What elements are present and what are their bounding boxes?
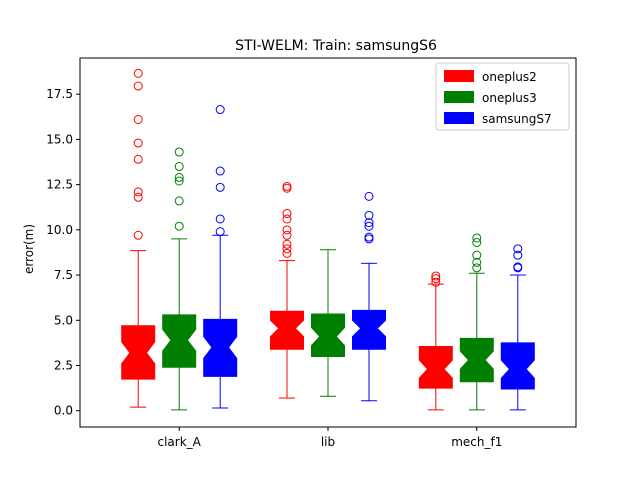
- outlier-point: [174, 221, 184, 231]
- outlier-point: [174, 162, 184, 172]
- outlier-point: [133, 68, 143, 78]
- outlier-point: [282, 248, 292, 258]
- x-tick-label: lib: [321, 435, 335, 449]
- outlier-point: [431, 274, 441, 284]
- legend-label-oneplus3: oneplus3: [482, 91, 537, 105]
- outlier-point: [215, 227, 225, 237]
- outlier-point: [174, 176, 184, 186]
- outlier-point: [364, 232, 374, 242]
- outlier-point: [215, 182, 225, 192]
- y-tick-label: 5.0: [54, 313, 73, 327]
- outlier-point: [133, 192, 143, 202]
- y-tick-label: 17.5: [46, 87, 73, 101]
- outlier-point: [282, 225, 292, 235]
- legend-swatch-oneplus3: [444, 91, 474, 103]
- outlier-point: [133, 138, 143, 148]
- box-oneplus2-mech_f1: [418, 346, 453, 389]
- legend-label-samsungS7: samsungS7: [482, 112, 552, 126]
- y-tick-label: 12.5: [46, 178, 73, 192]
- chart-title: STI-WELM: Train: samsungS6: [235, 38, 437, 54]
- y-tick-label: 15.0: [46, 132, 73, 146]
- outlier-point: [133, 115, 143, 124]
- outlier-point: [472, 233, 482, 243]
- y-tick-label: 0.0: [54, 404, 73, 418]
- plot-area: [121, 68, 535, 411]
- outlier-point: [133, 81, 143, 91]
- outlier-point: [513, 262, 523, 272]
- outlier-point: [472, 257, 482, 267]
- y-tick-label: 10.0: [46, 223, 73, 237]
- legend: oneplus2 oneplus3 samsungS7: [435, 62, 570, 131]
- y-tick-label: 7.5: [54, 268, 73, 282]
- outlier-point: [282, 230, 292, 240]
- box-oneplus2-lib: [270, 310, 304, 350]
- outlier-point: [472, 263, 482, 273]
- y-tick-label: 2.5: [54, 359, 73, 373]
- legend-swatch-samsungS7: [444, 112, 474, 124]
- plot-frame: [79, 57, 577, 428]
- outlier-point: [431, 271, 441, 281]
- outlier-point: [215, 214, 225, 224]
- outlier-point: [364, 218, 374, 228]
- x-tick-label: mech_f1: [451, 435, 502, 449]
- outlier-point: [513, 250, 523, 260]
- outlier-point: [364, 210, 374, 220]
- outlier-point: [174, 172, 184, 182]
- outlier-point: [215, 166, 225, 176]
- x-tick-label: clark_A: [158, 435, 202, 449]
- outlier-point: [364, 221, 374, 231]
- legend-label-oneplus2: oneplus2: [482, 70, 537, 84]
- outlier-point: [282, 214, 292, 224]
- outlier-point: [133, 154, 143, 164]
- outlier-point: [431, 277, 441, 287]
- outlier-point: [472, 250, 482, 260]
- box-oneplus3-clark_A: [162, 314, 197, 368]
- outlier-point: [174, 147, 184, 157]
- outlier-point: [364, 191, 374, 201]
- outlier-point: [513, 244, 523, 254]
- legend-swatch-oneplus2: [444, 70, 474, 82]
- outlier-point: [282, 209, 292, 219]
- outlier-point: [133, 187, 143, 197]
- outlier-point: [174, 196, 184, 206]
- box-samsungS7-mech_f1: [500, 342, 535, 390]
- outlier-point: [472, 238, 482, 247]
- box-oneplus3-lib: [311, 313, 345, 357]
- outlier-point: [282, 244, 292, 254]
- y-axis-label: error(m): [22, 224, 36, 274]
- outlier-point: [282, 181, 292, 191]
- outlier-point: [133, 230, 143, 240]
- outlier-point: [215, 105, 225, 115]
- box-samsungS7-lib: [352, 309, 386, 350]
- outlier-point: [282, 239, 292, 249]
